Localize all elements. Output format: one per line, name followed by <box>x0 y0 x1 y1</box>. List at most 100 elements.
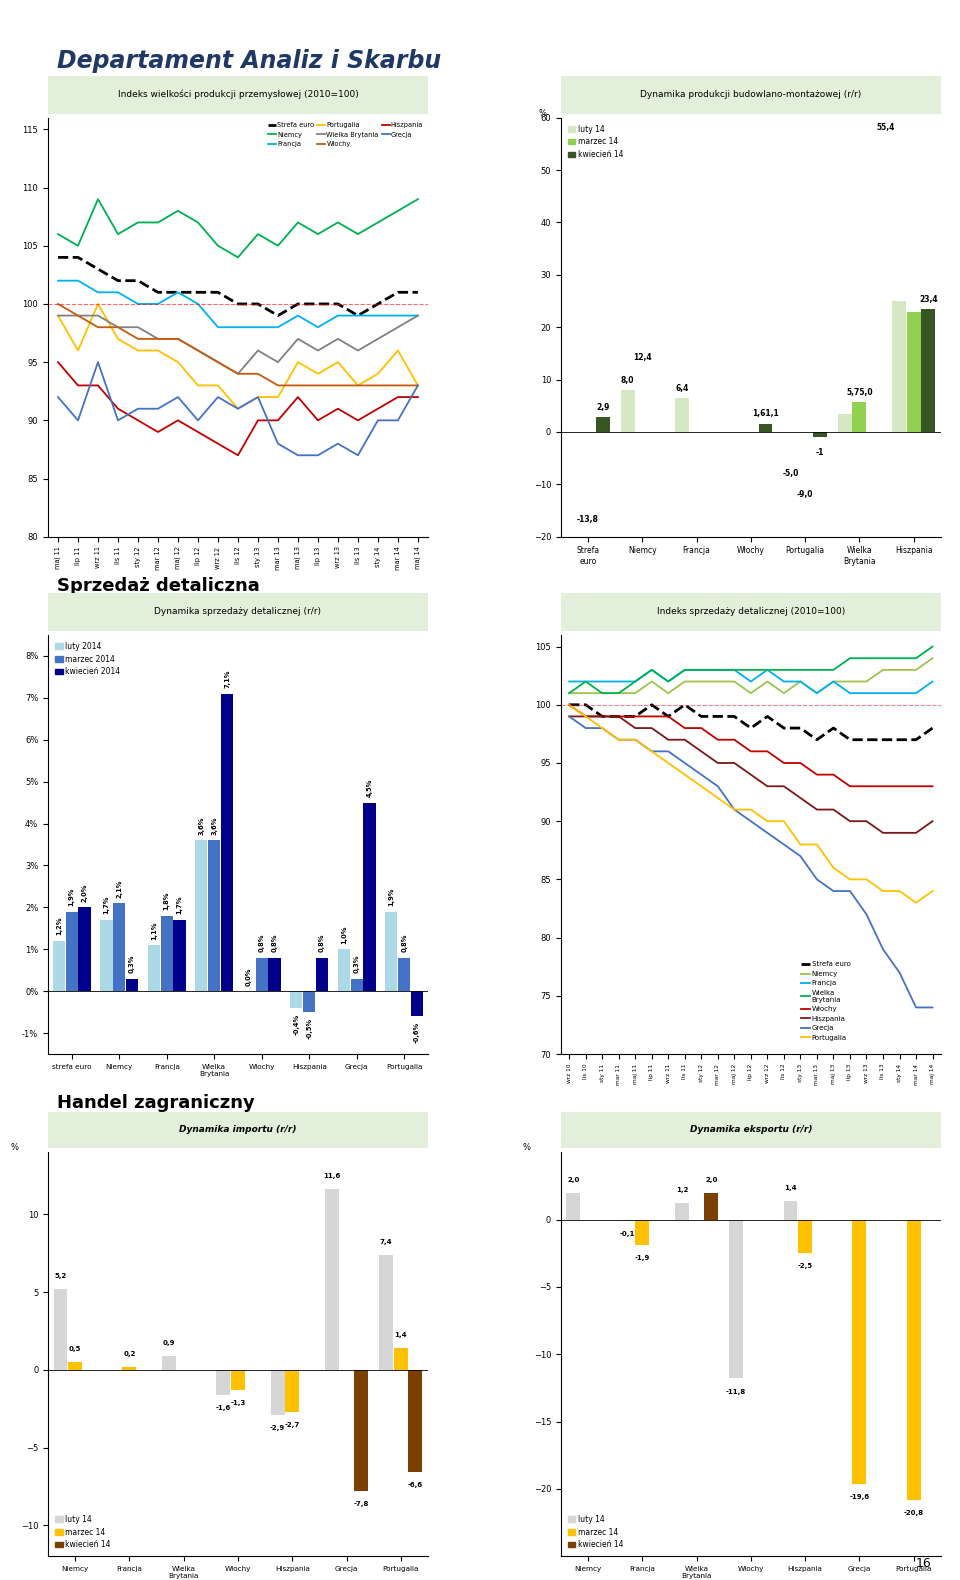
Niemcy <box>910 660 922 679</box>
Niemcy <box>332 213 344 232</box>
Hiszpania <box>779 777 790 796</box>
Text: 7,4: 7,4 <box>380 1239 393 1245</box>
Portugalia <box>192 376 204 395</box>
Strefa euro <box>612 706 624 725</box>
Hiszpania <box>696 743 708 762</box>
Francja <box>132 294 144 313</box>
Francja <box>861 684 873 703</box>
Line: Francja: Francja <box>569 670 932 694</box>
Grecja <box>252 387 264 406</box>
Wielka Brytania <box>372 329 384 348</box>
Hiszpania <box>273 411 284 430</box>
Text: 1,8%: 1,8% <box>164 891 170 910</box>
Bar <box>379 1255 393 1370</box>
Hiszpania <box>630 719 641 738</box>
Portugalia <box>729 799 740 818</box>
Francja <box>779 672 790 690</box>
Text: 2,0: 2,0 <box>567 1177 580 1182</box>
Niemcy <box>352 224 364 243</box>
Wielka Brytania <box>861 649 873 668</box>
Legend: luty 14, marzec 14, kwiecień 14: luty 14, marzec 14, kwiecień 14 <box>52 1512 113 1553</box>
Text: -5,0: -5,0 <box>782 469 799 477</box>
Francja <box>332 307 344 325</box>
Włochy <box>612 706 624 725</box>
Bar <box>675 1204 689 1220</box>
Strefa euro <box>372 294 384 313</box>
Niemcy <box>861 672 873 690</box>
Włochy <box>332 376 344 395</box>
Włochy <box>232 365 244 384</box>
Text: 0,8%: 0,8% <box>319 934 325 953</box>
Portugalia <box>828 858 839 877</box>
Wielka Brytania <box>332 329 344 348</box>
Text: 8,0: 8,0 <box>621 376 635 386</box>
Bar <box>354 1370 368 1492</box>
Strefa euro <box>894 730 905 749</box>
Włochy <box>779 754 790 773</box>
Bar <box>53 940 65 991</box>
Francja <box>662 672 674 690</box>
Hiszpania <box>564 706 575 725</box>
Niemcy <box>696 672 708 690</box>
Text: 2,9: 2,9 <box>596 403 610 411</box>
Strefa euro <box>811 730 823 749</box>
Hiszpania <box>393 387 404 406</box>
Text: -7,8: -7,8 <box>353 1501 369 1507</box>
Francja <box>393 307 404 325</box>
Text: Indeks sprzedaży detalicznej (2010=100): Indeks sprzedaży detalicznej (2010=100) <box>657 607 845 616</box>
Bar <box>290 991 302 1008</box>
Text: Sprzedaż detaliczna: Sprzedaż detaliczna <box>57 577 259 594</box>
Hiszpania <box>580 706 591 725</box>
Bar <box>398 957 410 991</box>
Wielka Brytania <box>393 318 404 337</box>
FancyBboxPatch shape <box>48 76 428 114</box>
Hiszpania <box>92 376 104 395</box>
Włochy <box>273 376 284 395</box>
Grecja <box>393 411 404 430</box>
Grecja <box>112 411 124 430</box>
Bar <box>705 1193 718 1220</box>
Strefa euro <box>252 294 264 313</box>
Bar <box>162 1356 176 1370</box>
Wielka Brytania <box>412 307 423 325</box>
Text: -19,6: -19,6 <box>850 1493 870 1499</box>
Line: Hiszpania: Hiszpania <box>569 716 932 833</box>
Włochy <box>72 307 84 325</box>
Włochy <box>910 777 922 796</box>
Niemcy <box>679 672 690 690</box>
Bar <box>65 912 78 991</box>
Text: 1,7%: 1,7% <box>177 896 182 915</box>
Niemcy <box>564 684 575 703</box>
FancyBboxPatch shape <box>561 76 941 114</box>
Text: 0,8%: 0,8% <box>401 934 407 953</box>
Wielka Brytania <box>596 684 608 703</box>
Hiszpania <box>372 400 384 419</box>
Portugalia <box>596 719 608 738</box>
Portugalia <box>679 765 690 784</box>
Francja <box>172 283 183 302</box>
Grecja <box>312 446 324 465</box>
Wielka Brytania <box>877 649 889 668</box>
Bar <box>798 1220 812 1253</box>
Wielka Brytania <box>844 649 855 668</box>
Niemcy <box>153 213 164 232</box>
Francja <box>92 283 104 302</box>
Bar <box>385 912 397 991</box>
Grecja <box>172 387 183 406</box>
Strefa euro <box>877 730 889 749</box>
Bar <box>174 920 185 991</box>
Niemcy <box>372 213 384 232</box>
Portugalia <box>393 341 404 360</box>
Wielka Brytania <box>212 352 224 371</box>
Francja <box>712 660 724 679</box>
Wielka Brytania <box>729 660 740 679</box>
Grecja <box>92 352 104 371</box>
Francja <box>894 684 905 703</box>
Włochy <box>112 318 124 337</box>
Wielka Brytania <box>646 660 658 679</box>
Strefa euro <box>844 730 855 749</box>
Portugalia <box>312 365 324 384</box>
Portugalia <box>894 882 905 901</box>
Włochy <box>828 765 839 784</box>
Bar <box>269 957 280 991</box>
